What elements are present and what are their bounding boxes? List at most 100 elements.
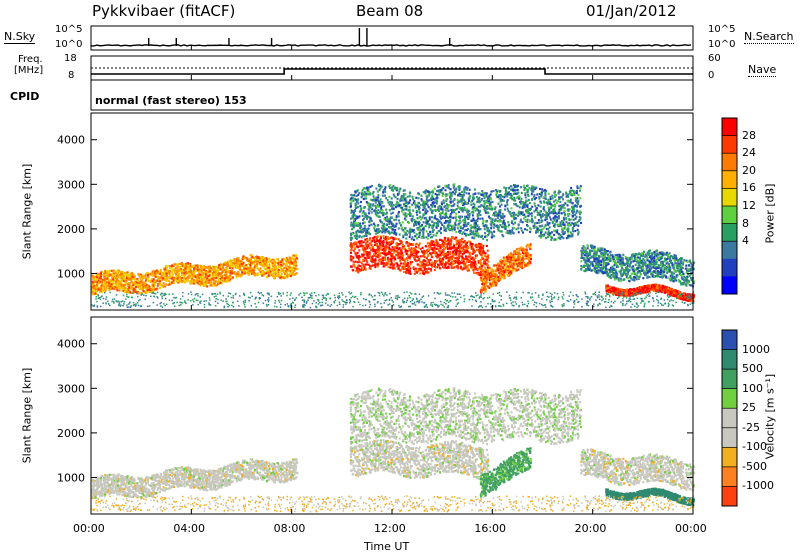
power-scatter-cell (556, 202, 558, 204)
power-scatter-cell (248, 260, 250, 262)
power-scatter-cell (412, 243, 414, 245)
power-scatter-cell (357, 261, 359, 263)
power-scatter-cell (244, 257, 246, 259)
power-scatter-cell (529, 219, 531, 221)
power-scatter-cell (267, 269, 269, 271)
power-scatter-cell (364, 239, 366, 241)
power-scatter-cell (419, 232, 421, 234)
power-scatter-cell (417, 205, 419, 207)
power-scatter-cell (108, 272, 110, 274)
power-scatter-cell (505, 188, 507, 190)
power-scatter-cell (153, 278, 155, 280)
power-scatter-cell (187, 262, 189, 264)
power-scatter-cell (428, 260, 430, 262)
power-scatter-cell (525, 196, 527, 198)
power-scatter-cell (442, 240, 444, 242)
power-scatter-cell (358, 255, 360, 257)
power-scatter-cell (374, 225, 376, 227)
power-scatter-cell (242, 255, 244, 257)
power-scatter-cell (350, 243, 352, 245)
power-scatter-cell (377, 235, 379, 237)
power-scatter-cell (434, 216, 436, 218)
power-scatter-cell (233, 264, 235, 266)
power-scatter-cell (214, 267, 216, 269)
power-scatter-cell (119, 289, 121, 291)
power-scatter-cell (579, 213, 581, 215)
power-scatter-cell (236, 258, 238, 260)
power-scatter-cell (522, 207, 524, 209)
power-scatter-cell (403, 212, 405, 214)
power-scatter-cell (472, 211, 474, 213)
power-scatter-cell (544, 195, 546, 197)
power-scatter-cell (172, 269, 174, 271)
power-scatter-cell (121, 279, 123, 281)
power-scatter-cell (502, 213, 504, 215)
power-scatter-cell (431, 194, 433, 196)
power-scatter-cell (380, 248, 382, 250)
power-scatter-cell (554, 215, 556, 217)
power-scatter-cell (363, 207, 365, 209)
power-scatter-cell (370, 224, 372, 226)
power-scatter-cell (225, 274, 227, 276)
power-scatter-cell (350, 233, 352, 235)
power-scatter-cell (518, 231, 520, 233)
power-scatter-cell (276, 268, 278, 270)
power-scatter-cell (398, 227, 400, 229)
power-scatter-cell (453, 211, 455, 213)
power-scatter-cell (408, 247, 410, 249)
power-scatter-cell (562, 233, 564, 235)
power-scatter-cell (164, 284, 166, 286)
power-scatter-cell (531, 212, 533, 214)
power-scatter-cell (288, 261, 290, 263)
power-scatter-cell (484, 236, 486, 238)
power-scatter-cell (415, 197, 417, 199)
power-scatter-cell (92, 293, 94, 295)
power-scatter-cell (357, 222, 359, 224)
power-scatter-cell (413, 200, 415, 202)
power-scatter-cell (405, 237, 407, 239)
power-scatter-cell (290, 272, 292, 274)
power-scatter-cell (374, 259, 376, 261)
power-scatter-cell (463, 194, 465, 196)
power-scatter-cell (457, 265, 459, 267)
power-scatter-cell (188, 265, 190, 267)
power-scatter-cell (480, 259, 482, 261)
power-scatter-cell (261, 274, 263, 276)
power-scatter-cell (239, 262, 241, 264)
power-scatter-cell (443, 199, 445, 201)
power-scatter-cell (166, 278, 168, 280)
power-scatter-cell (579, 197, 581, 199)
power-scatter-cell (425, 236, 427, 238)
power-scatter-cell (513, 214, 515, 216)
power-scatter-cell (449, 196, 451, 198)
power-scatter-cell (128, 274, 130, 276)
power-scatter-cell (473, 262, 475, 264)
power-scatter-cell (454, 222, 456, 224)
power-scatter-cell (452, 237, 454, 239)
power-scatter-cell (432, 212, 434, 214)
power-scatter-cell (558, 205, 560, 207)
power-scatter-cell (414, 221, 416, 223)
power-scatter-cell (403, 195, 405, 197)
power-scatter-cell (468, 193, 470, 195)
power-scatter-cell (296, 257, 298, 259)
freq-series (91, 69, 693, 74)
power-scatter-cell (444, 263, 446, 265)
power-scatter-cell (501, 195, 503, 197)
power-scatter-cell (454, 249, 456, 251)
power-scatter-cell (391, 204, 393, 206)
power-scatter-cell (521, 229, 523, 231)
power-scatter-cell (579, 210, 581, 212)
power-scatter-cell (280, 264, 282, 266)
power-scatter-cell (456, 257, 458, 259)
power-scatter-cell (358, 231, 360, 233)
power-scatter-cell (479, 261, 481, 263)
power-scatter-cell (441, 263, 443, 265)
power-scatter-cell (473, 204, 475, 206)
power-scatter-cell (97, 288, 99, 290)
power-scatter-cell (518, 223, 520, 225)
power-scatter-cell (436, 227, 438, 229)
power-scatter-cell (541, 188, 543, 190)
power-scatter-cell (534, 194, 536, 196)
power-scatter-cell (217, 274, 219, 276)
